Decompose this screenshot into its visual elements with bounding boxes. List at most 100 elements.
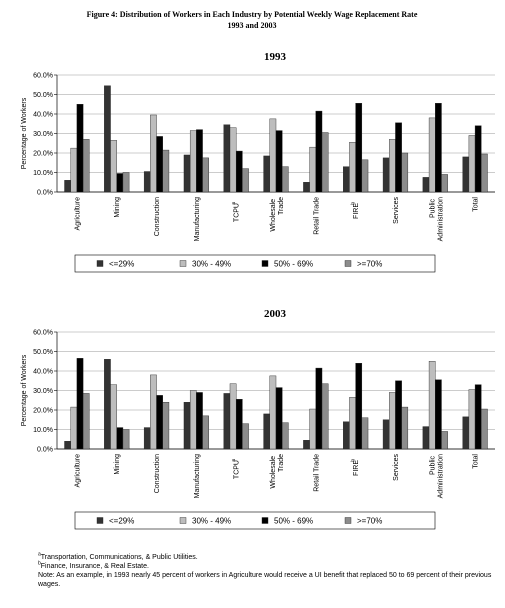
y-tick-label: 0.0% — [37, 447, 53, 454]
legend-label: <=29% — [109, 260, 134, 269]
legend-label: <=29% — [109, 517, 134, 526]
figure-subtitle: 1993 and 2003 — [228, 21, 277, 30]
legend-box — [74, 254, 436, 273]
x-tick-label: TCPU — [234, 460, 241, 479]
y-tick-label: 30.0% — [33, 131, 53, 138]
bar — [355, 103, 363, 193]
bar — [395, 380, 402, 450]
legend-swatch — [261, 517, 269, 524]
legend-box — [74, 511, 436, 530]
bar — [389, 139, 396, 193]
footnote: bFinance, Insurance, & Real Estate. — [38, 561, 493, 571]
y-axis-label: Percentage of Workers — [21, 354, 28, 426]
bar — [275, 387, 283, 450]
x-tick-note: b — [351, 202, 357, 205]
y-tick-label: 50.0% — [33, 349, 53, 356]
bar — [468, 389, 476, 450]
bar — [422, 177, 430, 193]
bar — [189, 390, 197, 450]
bar — [269, 118, 277, 193]
bar — [104, 85, 111, 193]
x-tick-label: FIRE — [353, 460, 360, 476]
bar — [162, 402, 170, 450]
bar — [282, 166, 289, 193]
bar — [474, 125, 482, 193]
bar — [303, 182, 310, 193]
x-tick-label: Wholesale Trade — [270, 454, 285, 489]
bar — [441, 431, 448, 450]
y-tick-label: 40.0% — [33, 112, 53, 119]
x-tick-note: a — [231, 459, 237, 462]
y-axis-label: Percentage of Workers — [21, 97, 28, 169]
x-tick-label: Agriculture — [74, 454, 81, 488]
bar — [122, 172, 130, 193]
legend-swatch — [344, 260, 352, 267]
bar — [462, 416, 470, 450]
bar — [70, 147, 78, 193]
bar — [183, 154, 191, 193]
y-tick-label: 10.0% — [33, 427, 53, 434]
x-tick-label: Services — [393, 197, 400, 224]
bar — [401, 152, 409, 193]
bar — [150, 114, 157, 193]
x-tick-label: Total — [473, 454, 480, 469]
x-tick-label: Construction — [154, 197, 161, 236]
legend-label: 50% - 69% — [274, 517, 313, 526]
bar — [143, 171, 151, 193]
footnote-text: Transportation, Communications, & Public… — [40, 554, 198, 561]
bar — [422, 426, 430, 450]
bar — [150, 374, 157, 450]
y-tick-label: 20.0% — [33, 151, 53, 158]
bar — [303, 440, 310, 450]
chart-title: 2003 — [264, 308, 287, 320]
bar — [64, 441, 71, 450]
note: Note: As an example, in 1993 nearly 45 p… — [38, 572, 492, 588]
y-tick-label: 60.0% — [33, 330, 53, 337]
bar — [343, 421, 350, 450]
legend-swatch — [179, 260, 187, 267]
chart-title: 1993 — [264, 51, 287, 63]
bar — [122, 429, 130, 450]
x-tick-label: Total — [473, 197, 480, 212]
bar — [428, 361, 436, 450]
y-tick-label: 0.0% — [37, 190, 53, 197]
bar — [76, 358, 84, 450]
bar — [435, 103, 442, 193]
x-tick-label: TCPU — [234, 203, 241, 222]
footnote-text: Finance, Insurance, & Real Estate. — [40, 563, 149, 570]
y-tick-label: 50.0% — [33, 92, 53, 99]
bar — [321, 383, 329, 450]
bar — [474, 384, 482, 450]
bar — [82, 393, 90, 450]
bar — [263, 155, 271, 193]
bar — [110, 384, 117, 450]
legend-swatch — [344, 517, 352, 524]
legend-swatch — [179, 517, 187, 524]
bar — [349, 397, 356, 450]
bar — [156, 395, 163, 450]
bar — [183, 402, 191, 450]
x-tick-label: Services — [393, 454, 400, 481]
bar — [196, 129, 203, 193]
bar — [156, 136, 163, 193]
x-tick-label: Mining — [114, 197, 121, 218]
bar — [76, 104, 84, 193]
legend-label: >=70% — [357, 517, 382, 526]
bar — [235, 399, 243, 450]
x-tick-note: a — [231, 202, 237, 205]
bar — [263, 413, 271, 450]
bar — [309, 408, 317, 450]
bar — [361, 417, 369, 450]
bar — [441, 174, 448, 193]
bar — [309, 146, 317, 193]
x-tick-label: Public Administration — [429, 197, 444, 241]
legend-swatch — [261, 260, 269, 267]
bar — [349, 142, 356, 193]
bar — [116, 173, 124, 193]
x-tick-label: Retail Trade — [313, 197, 320, 235]
bar — [428, 117, 436, 193]
bar — [223, 124, 231, 193]
bar — [196, 392, 203, 450]
bar — [395, 122, 402, 193]
